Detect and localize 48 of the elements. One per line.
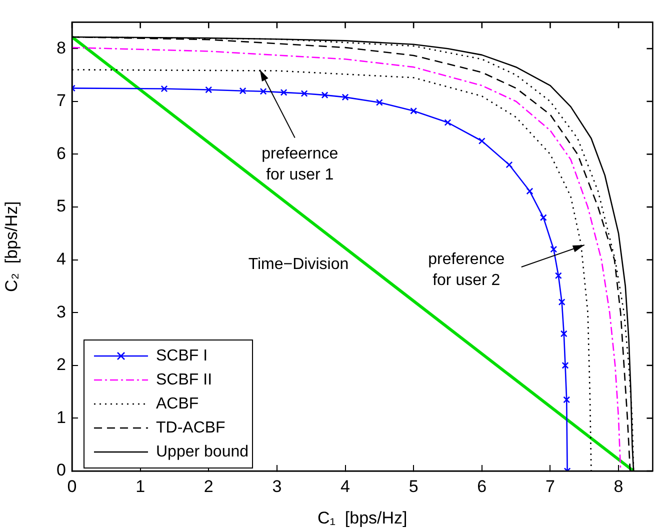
- x-tick-label: 4: [340, 476, 350, 496]
- x-tick-label: 6: [477, 476, 487, 496]
- y-tick-label: 5: [56, 196, 66, 216]
- point: [562, 362, 569, 369]
- annotation: preference for user 2: [428, 250, 505, 289]
- y-tick-label: 7: [56, 91, 66, 110]
- point: [342, 94, 349, 101]
- legend-label: SCBF II: [156, 371, 212, 388]
- legend-label: SCBF I: [156, 347, 208, 364]
- point: [280, 88, 288, 96]
- x-axis-title: C₁ [bps/Hz]: [317, 508, 408, 528]
- point: [478, 138, 486, 144]
- point: [526, 188, 534, 195]
- point: [444, 119, 452, 126]
- y-tick-label: 3: [56, 302, 66, 322]
- point: [506, 161, 513, 168]
- legend-label: ACBF: [156, 395, 199, 412]
- point: [558, 298, 566, 306]
- point: [239, 87, 246, 94]
- x-tick-label: 8: [614, 476, 624, 496]
- y-tick-label: 1: [56, 408, 66, 427]
- point: [550, 246, 558, 253]
- y-axis-title: C₂ [bps/Hz]: [2, 201, 21, 292]
- y-tick-label: 6: [56, 144, 66, 163]
- legend-label: Upper bound: [156, 443, 249, 460]
- point: [260, 88, 267, 95]
- x-tick-label: 7: [545, 476, 555, 496]
- annotation: Time−Division: [248, 256, 349, 273]
- point: [376, 98, 383, 106]
- point: [160, 85, 168, 92]
- x-tick-label: 2: [204, 476, 214, 496]
- point: [560, 330, 568, 338]
- y-tick-label: 4: [56, 249, 66, 268]
- y-tick-label: 8: [56, 38, 66, 58]
- legend-label: TD-ACBF: [156, 419, 226, 436]
- x-tick-label: 5: [408, 476, 418, 496]
- y-tick-label: 0: [56, 460, 66, 480]
- point: [540, 214, 547, 222]
- point: [321, 92, 328, 99]
- point: [563, 396, 570, 404]
- y-tick-label: 2: [56, 355, 66, 374]
- point: [554, 272, 562, 280]
- point: [410, 107, 418, 114]
- x-tick-label: 3: [272, 476, 282, 496]
- point: [205, 86, 212, 94]
- x-tick-label: 1: [136, 476, 146, 496]
- annotation: prefeernce for user 1: [262, 146, 338, 184]
- point: [300, 90, 308, 97]
